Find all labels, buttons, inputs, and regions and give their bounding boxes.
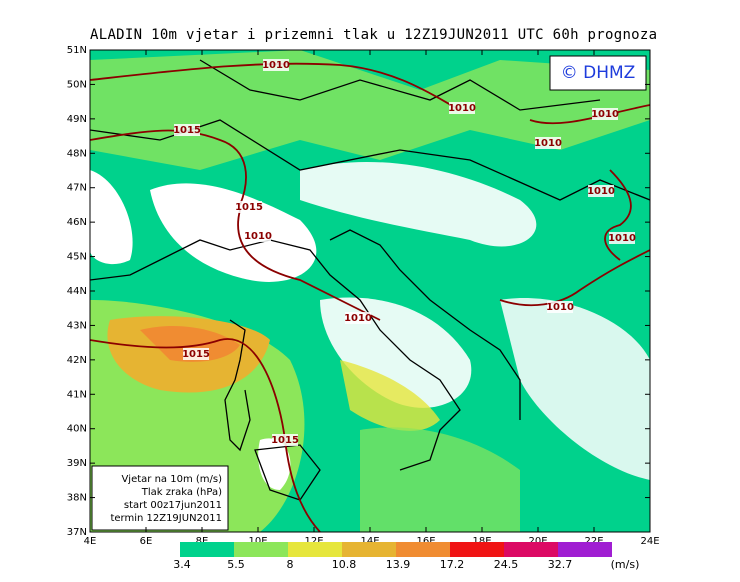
colorbar-label: 13.9 (386, 558, 411, 571)
isobar-label-bg (535, 137, 561, 149)
title: ALADIN 10m vjetar i prizemni tlak u 12Z1… (90, 27, 657, 43)
isobar-label-bg (547, 301, 573, 313)
isobar-label: 1015 (271, 435, 299, 446)
isobar-label: 1010 (344, 313, 372, 324)
colorbar-segment (396, 542, 450, 557)
isobar-label: 1010 (587, 186, 615, 197)
lat-label: 47N (67, 183, 87, 194)
lat-label: 40N (67, 424, 87, 435)
lat-label: 50N (67, 79, 87, 90)
isobar-label: 1010 (591, 109, 619, 120)
colorbar-unit: (m/s) (611, 558, 640, 571)
colorbar-segment (234, 542, 288, 557)
isobar-label-bg (609, 232, 635, 244)
lat-label: 39N (67, 458, 87, 469)
lon-label: 12E (304, 536, 323, 547)
lat-label: 46N (67, 217, 87, 228)
isobar-label: 1015 (182, 349, 210, 360)
lon-label: 24E (640, 536, 659, 547)
legend-text: Vjetar na 10m (m/s) (121, 474, 222, 485)
isobar-label: 1010 (262, 60, 290, 71)
map-area (90, 50, 650, 532)
isobar-label: 1015 (173, 125, 201, 136)
isobar-label-bg (588, 185, 614, 197)
isobar-label: 1010 (534, 138, 562, 149)
isobar-label-bg (245, 230, 271, 242)
isobar-label: 1010 (608, 233, 636, 244)
lat-label: 49N (67, 114, 87, 125)
legend-text: start 00z17jun2011 (124, 500, 222, 511)
isobar-label-bg (449, 102, 475, 114)
lon-label: 16E (416, 536, 435, 547)
colorbar-label: 3.4 (173, 558, 191, 571)
lon-label: 4E (84, 536, 97, 547)
colorbar-label: 32.7 (548, 558, 573, 571)
colorbar-segment (450, 542, 504, 557)
isobar-label-bg (263, 59, 289, 71)
isobar-label-bg (174, 124, 200, 136)
colorbar-label: 10.8 (332, 558, 357, 571)
lon-label: 22E (584, 536, 603, 547)
isobar-label-bg (345, 312, 371, 324)
isobar-label: 1010 (546, 302, 574, 313)
legend-box (91, 465, 229, 531)
isobar-label: 1010 (448, 103, 476, 114)
copyright: © DHMZ (561, 63, 636, 83)
isobar-label-bg (183, 348, 209, 360)
colorbar-label: 8 (287, 558, 294, 571)
isobar-label: 1015 (235, 202, 263, 213)
lat-label: 48N (67, 148, 87, 159)
lat-label: 42N (67, 355, 87, 366)
lon-label: 10E (248, 536, 267, 547)
lon-label: 18E (472, 536, 491, 547)
lat-label: 43N (67, 320, 87, 331)
lon-label: 8E (196, 536, 209, 547)
colorbar-segment (342, 542, 396, 557)
colorbar-label: 17.2 (440, 558, 465, 571)
colorbar-segment (180, 542, 234, 557)
colorbar-segment (504, 542, 558, 557)
colorbar-label: 5.5 (227, 558, 245, 571)
lon-label: 20E (528, 536, 547, 547)
lat-label: 41N (67, 389, 87, 400)
isobar-label-bg (272, 434, 298, 446)
lat-label: 38N (67, 493, 87, 504)
lon-label: 14E (360, 536, 379, 547)
legend-text: Tlak zraka (hPa) (141, 487, 222, 498)
lat-label: 45N (67, 252, 87, 263)
lon-label: 6E (140, 536, 153, 547)
legend-text: termin 12Z19JUN2011 (110, 513, 222, 524)
isobar-label: 1010 (244, 231, 272, 242)
isobar-label-bg (236, 201, 262, 213)
colorbar-segment (558, 542, 612, 557)
lat-label: 51N (67, 45, 87, 56)
colorbar-segment (288, 542, 342, 557)
colorbar-label: 24.5 (494, 558, 519, 571)
lat-label: 37N (67, 527, 87, 538)
lat-label: 44N (67, 286, 87, 297)
isobar-label-bg (592, 108, 618, 120)
copyright-box (549, 55, 647, 91)
